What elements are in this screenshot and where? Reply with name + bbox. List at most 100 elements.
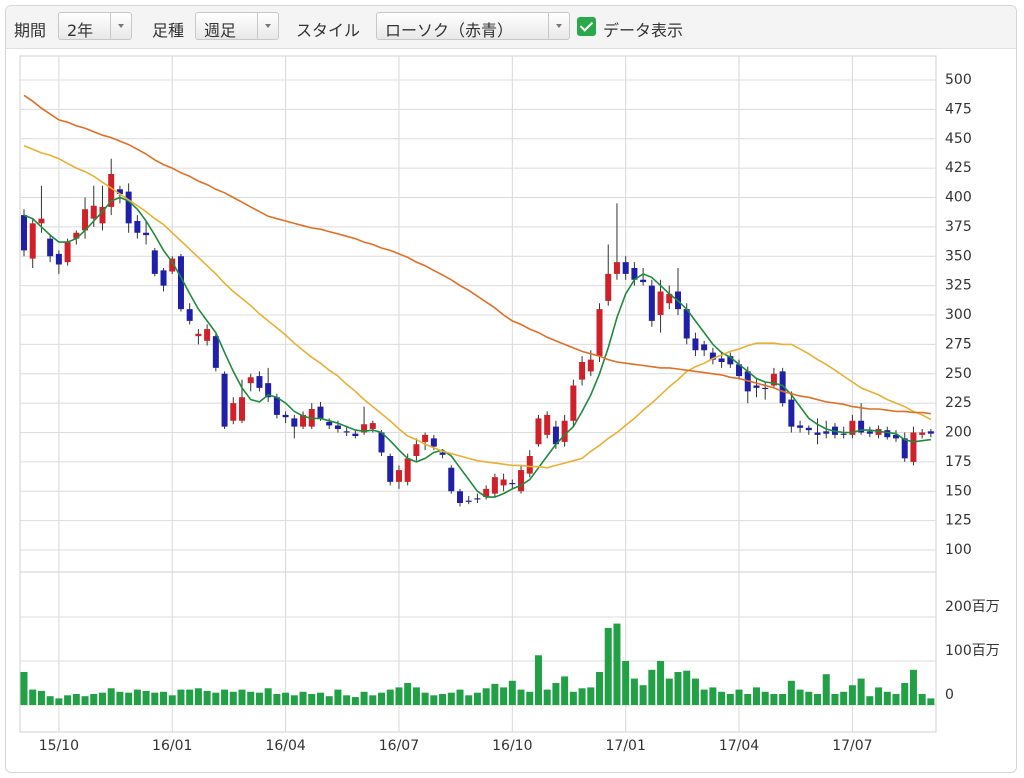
candle-body	[116, 189, 123, 194]
candle-body	[570, 385, 577, 421]
volume-bar	[814, 694, 822, 705]
candle-body	[587, 359, 594, 372]
volume-bar	[805, 691, 813, 705]
volume-bar	[81, 696, 89, 705]
volume-bar	[648, 669, 656, 705]
volume-bar	[630, 678, 638, 705]
volume-bar	[316, 692, 324, 705]
candle-body	[788, 399, 795, 427]
candle-body	[448, 467, 455, 492]
volume-bar	[282, 692, 290, 705]
candle-body	[369, 423, 376, 429]
data-display-label[interactable]: データ表示	[603, 21, 684, 40]
volume-bar	[90, 694, 98, 705]
volume-bar	[909, 669, 917, 705]
volume-bar	[883, 691, 891, 705]
candle-body	[177, 256, 184, 310]
candle-body	[387, 456, 394, 482]
volume-bar	[465, 695, 473, 705]
candle-body	[483, 488, 490, 498]
volume-bar	[735, 689, 743, 705]
volume-bar	[787, 680, 795, 705]
volume-bar	[508, 680, 516, 705]
x-tick-label: 17/07	[832, 738, 872, 754]
candle-body	[770, 373, 777, 386]
data-display-checkbox[interactable]	[577, 17, 596, 36]
volume-bar	[439, 694, 447, 705]
candle-body	[21, 215, 27, 251]
volume-bar	[46, 696, 54, 705]
volume-bar	[534, 655, 542, 705]
volume-bar	[726, 694, 734, 705]
candle-body	[326, 421, 333, 426]
candle-body	[657, 291, 664, 315]
candle-body	[840, 433, 847, 435]
candle-body	[701, 344, 708, 351]
volume-bar	[604, 628, 612, 705]
candle-body	[814, 432, 821, 435]
candle-body	[239, 397, 245, 421]
volume-bar	[831, 694, 839, 705]
period-select[interactable]: 2年	[58, 12, 132, 40]
candle-body	[692, 338, 699, 351]
volume-bar	[125, 692, 133, 705]
period-label: 期間	[14, 21, 47, 40]
candle-body	[474, 498, 481, 500]
volume-bar	[517, 689, 525, 705]
candle-body	[256, 376, 263, 388]
x-tick-label: 15/10	[39, 738, 79, 754]
candle-body	[143, 232, 150, 236]
interval-label: 足種	[152, 21, 185, 40]
volume-bar	[700, 689, 708, 705]
y-tick-label: 175	[945, 454, 972, 470]
card: 期間 2年 足種 週足 スタイル ローソク（赤青） データ表示	[5, 5, 1017, 773]
volume-bar	[744, 694, 752, 705]
volume-bar	[343, 695, 351, 705]
candle-body	[509, 483, 516, 485]
x-tick-label: 16/01	[152, 738, 192, 754]
candle-body	[343, 431, 350, 433]
volume-tick-label: 100百万	[945, 643, 1000, 659]
candle-body	[753, 385, 760, 388]
candle-body	[169, 258, 176, 272]
candle-body	[927, 431, 934, 434]
volume-bar	[20, 672, 28, 705]
candle-body	[134, 221, 141, 233]
dropdown-arrow	[110, 13, 131, 39]
volume-bar	[875, 687, 883, 705]
volume-bar	[325, 696, 333, 705]
candle-body	[64, 242, 71, 263]
volume-bar	[796, 689, 804, 705]
style-select[interactable]: ローソク（赤青）	[376, 12, 570, 40]
candle-body	[535, 418, 542, 445]
volume-bar	[212, 692, 220, 705]
candle-body	[718, 358, 725, 362]
volume-bar	[901, 683, 909, 705]
y-tick-label: 475	[945, 101, 972, 117]
candle-body	[552, 426, 559, 445]
style-label: スタイル	[296, 21, 361, 40]
volume-bar	[491, 683, 499, 705]
volume-bar	[447, 692, 455, 705]
volume-bar	[142, 690, 150, 705]
y-tick-label: 350	[945, 248, 972, 264]
candle-body	[230, 403, 237, 421]
y-tick-label: 200	[945, 425, 972, 441]
toolbar: 期間 2年 足種 週足 スタイル ローソク（赤青） データ表示	[6, 6, 1016, 49]
volume-bar	[892, 694, 900, 705]
candle-body	[736, 364, 743, 377]
x-tick-label: 17/04	[719, 738, 759, 754]
y-tick-label: 100	[945, 542, 972, 558]
candle-body	[666, 293, 673, 304]
volume-bar	[395, 687, 403, 705]
candle-body	[518, 470, 525, 492]
interval-select[interactable]: 週足	[195, 12, 279, 40]
candle-body	[596, 309, 603, 357]
candle-body	[186, 309, 193, 321]
volume-bar	[98, 692, 106, 705]
candle-body	[727, 356, 734, 365]
volume-bar	[613, 623, 621, 705]
candle-body	[605, 273, 612, 301]
plot-frame	[19, 55, 937, 733]
